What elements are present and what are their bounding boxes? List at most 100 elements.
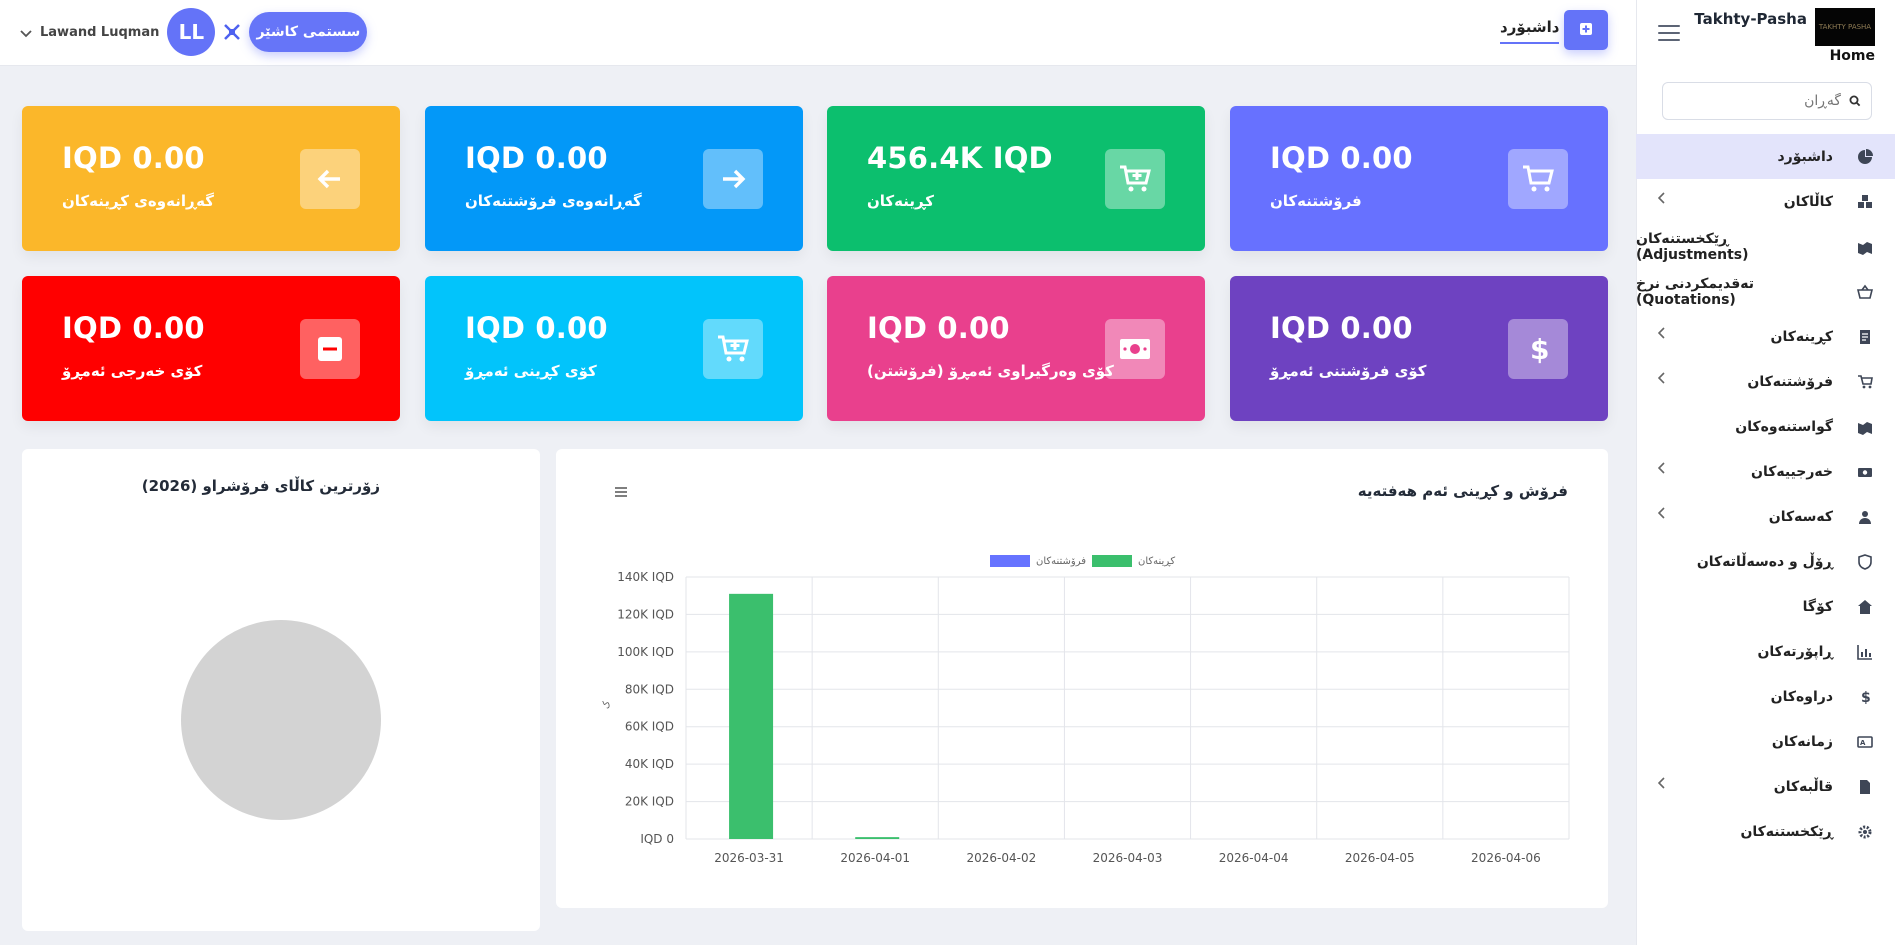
arrow-left-icon xyxy=(300,149,360,209)
sidebar-item-label: گواستنەوەکان xyxy=(1735,418,1833,435)
chevron-left-icon[interactable] xyxy=(1657,327,1666,343)
stat-value: IQD 0.00 xyxy=(1270,141,1413,175)
language-icon: A xyxy=(1856,733,1873,750)
stat-card[interactable]: IQD 0.00 گەڕانەوەی کڕینەکان xyxy=(22,106,400,251)
sidebar-item-9[interactable]: ڕۆڵ و دەسەڵاتەکان xyxy=(1636,539,1895,584)
stat-card[interactable]: IQD 0.00 فرۆشتنەکان xyxy=(1230,106,1608,251)
stat-label: گەڕانەوەی فرۆشتنەکان xyxy=(465,192,642,210)
brand-logo[interactable]: TAKHTY PASHA xyxy=(1815,8,1875,46)
sidebar-item-2[interactable]: ڕێکخستنەکان (Adjustments) xyxy=(1636,224,1895,269)
sidebar-item-7[interactable]: خەرجییەکان xyxy=(1636,449,1895,494)
sidebar-item-13[interactable]: زمانەکان A xyxy=(1636,719,1895,764)
sidebar-item-0[interactable]: داشبۆرد xyxy=(1636,134,1895,179)
avatar[interactable]: LL xyxy=(167,8,216,56)
stat-card[interactable]: 456.4K IQD کڕینەکان xyxy=(827,106,1205,251)
stat-card[interactable]: IQD 0.00 کۆی وەرگیراوی ئەمڕۆ (فرۆشتن) xyxy=(827,276,1205,421)
pie-chart-icon xyxy=(1856,148,1873,165)
sidebar-item-1[interactable]: کاڵاکان xyxy=(1636,179,1895,224)
brand-title: Takhty-Pasha xyxy=(1694,10,1807,28)
sidebar-item-10[interactable]: کۆگا xyxy=(1636,584,1895,629)
chevron-left-icon[interactable] xyxy=(1657,777,1666,793)
cart-icon xyxy=(1508,149,1568,209)
stat-label: کڕینەکان xyxy=(867,192,934,210)
stat-value: IQD 0.00 xyxy=(867,311,1010,345)
menu-toggle-icon[interactable] xyxy=(1658,22,1680,44)
pos-button[interactable]: سستمی کاشێر xyxy=(249,12,368,52)
bar-chart-title: فرۆش و کڕینی ئەم هەفتەیە xyxy=(1357,482,1568,500)
search-box[interactable] xyxy=(1662,82,1872,120)
stat-card[interactable]: IQD 0.00 گەڕانەوەی فرۆشتنەکان xyxy=(425,106,803,251)
sidebar-item-15[interactable]: ڕێکخستنەکان xyxy=(1636,809,1895,854)
sidebar-item-label: ڕێکخستنەکان xyxy=(1740,823,1833,840)
sidebar-item-4[interactable]: کڕینەکان xyxy=(1636,314,1895,359)
stat-value: IQD 0.00 xyxy=(1270,311,1413,345)
stat-card[interactable]: IQD 0.00 کۆی خەرجی ئەمڕۆ xyxy=(22,276,400,421)
sidebar-item-label: فرۆشتنەکان xyxy=(1747,373,1833,390)
sidebar-item-label: ڕێکخستنەکان (Adjustments) xyxy=(1636,230,1749,263)
stat-label: کۆی کڕینی ئەمڕۆ xyxy=(465,362,597,380)
cart-plus-icon xyxy=(1105,149,1165,209)
arrow-right-icon xyxy=(703,149,763,209)
sidebar-item-label: کەسەکان xyxy=(1768,508,1833,525)
sidebar-item-label: کۆگا xyxy=(1802,598,1833,615)
sidebar-item-12[interactable]: دراوەکان $ xyxy=(1636,674,1895,719)
money-icon xyxy=(1856,463,1873,480)
adjustments-icon xyxy=(1856,238,1873,255)
sidebar-item-label: ڕاپۆرتەکان xyxy=(1757,643,1833,660)
stat-label: کۆی خەرجی ئەمڕۆ xyxy=(62,362,203,380)
search-input[interactable] xyxy=(1691,93,1841,109)
chevron-left-icon[interactable] xyxy=(1657,192,1666,208)
svg-text:$: $ xyxy=(1861,690,1871,705)
dollar-icon: $ xyxy=(1856,688,1873,705)
sidebar-item-11[interactable]: ڕاپۆرتەکان xyxy=(1636,629,1895,674)
shield-icon xyxy=(1856,553,1873,570)
search-icon xyxy=(1849,95,1861,107)
fullscreen-icon[interactable] xyxy=(223,23,241,41)
user-area: Lawand Luqman LL سستمی کاشێر xyxy=(20,8,368,56)
chevron-down-icon[interactable] xyxy=(20,23,32,42)
stat-value: IQD 0.00 xyxy=(62,141,205,175)
chevron-left-icon[interactable] xyxy=(1657,507,1666,523)
stat-label: فرۆشتنەکان xyxy=(1270,192,1362,210)
chart-menu-icon[interactable] xyxy=(615,482,627,497)
gear-icon xyxy=(1856,823,1873,840)
svg-text:$: $ xyxy=(1530,334,1549,364)
sidebar-item-label: کڕینەکان xyxy=(1770,328,1834,345)
pie-chart-title: زۆرترین کاڵای فرۆشراو (2026) xyxy=(141,477,380,495)
tab-dashboard[interactable]: داشبۆرد xyxy=(1500,18,1560,44)
sidebar-item-label: تەقدیمکردنی نرخ (Quotations) xyxy=(1636,275,1755,308)
cash-icon xyxy=(1105,319,1165,379)
stat-value: IQD 0.00 xyxy=(465,311,608,345)
home-link[interactable]: Home xyxy=(1829,48,1875,64)
sidebar-item-8[interactable]: کەسەکان xyxy=(1636,494,1895,539)
stat-card[interactable]: IQD 0.00 کۆی کڕینی ئەمڕۆ xyxy=(425,276,803,421)
add-button[interactable] xyxy=(1564,10,1608,50)
pie-chart-placeholder xyxy=(181,620,381,820)
sidebar-item-6[interactable]: گواستنەوەکان xyxy=(1636,404,1895,449)
sidebar-item-5[interactable]: فرۆشتنەکان xyxy=(1636,359,1895,404)
chevron-left-icon[interactable] xyxy=(1657,372,1666,388)
stat-label: گەڕانەوەی کڕینەکان xyxy=(62,192,215,210)
plus-icon xyxy=(1579,21,1593,40)
sidebar-item-14[interactable]: قاڵبەکان xyxy=(1636,764,1895,809)
stat-label: کۆی فرۆشتنی ئەمڕۆ xyxy=(1270,362,1427,380)
chart-icon xyxy=(1856,643,1873,660)
minus-box-icon xyxy=(300,319,360,379)
stat-card[interactable]: IQD 0.00 کۆی فرۆشتنی ئەمڕۆ $ xyxy=(1230,276,1608,421)
stat-value: 456.4K IQD xyxy=(867,141,1053,175)
stat-value: IQD 0.00 xyxy=(62,311,205,345)
home-icon xyxy=(1856,598,1873,615)
transfer-icon xyxy=(1856,418,1873,435)
sidebar-item-3[interactable]: تەقدیمکردنی نرخ (Quotations) xyxy=(1636,269,1895,314)
sidebar-item-label: دراوەکان xyxy=(1770,688,1833,705)
sidebar-item-label: ڕۆڵ و دەسەڵاتەکان xyxy=(1696,553,1833,570)
sidebar-item-label: کاڵاکان xyxy=(1783,193,1833,210)
receipt-icon xyxy=(1856,328,1873,345)
cart-plus-icon xyxy=(703,319,763,379)
sidebar-item-label: خەرجییەکان xyxy=(1751,463,1833,480)
chevron-left-icon[interactable] xyxy=(1657,462,1666,478)
boxes-icon xyxy=(1856,193,1873,210)
dollar-icon: $ xyxy=(1508,319,1568,379)
stat-label: کۆی وەرگیراوی ئەمڕۆ (فرۆشتن) xyxy=(867,362,1114,380)
user-name[interactable]: Lawand Luqman xyxy=(40,24,160,40)
